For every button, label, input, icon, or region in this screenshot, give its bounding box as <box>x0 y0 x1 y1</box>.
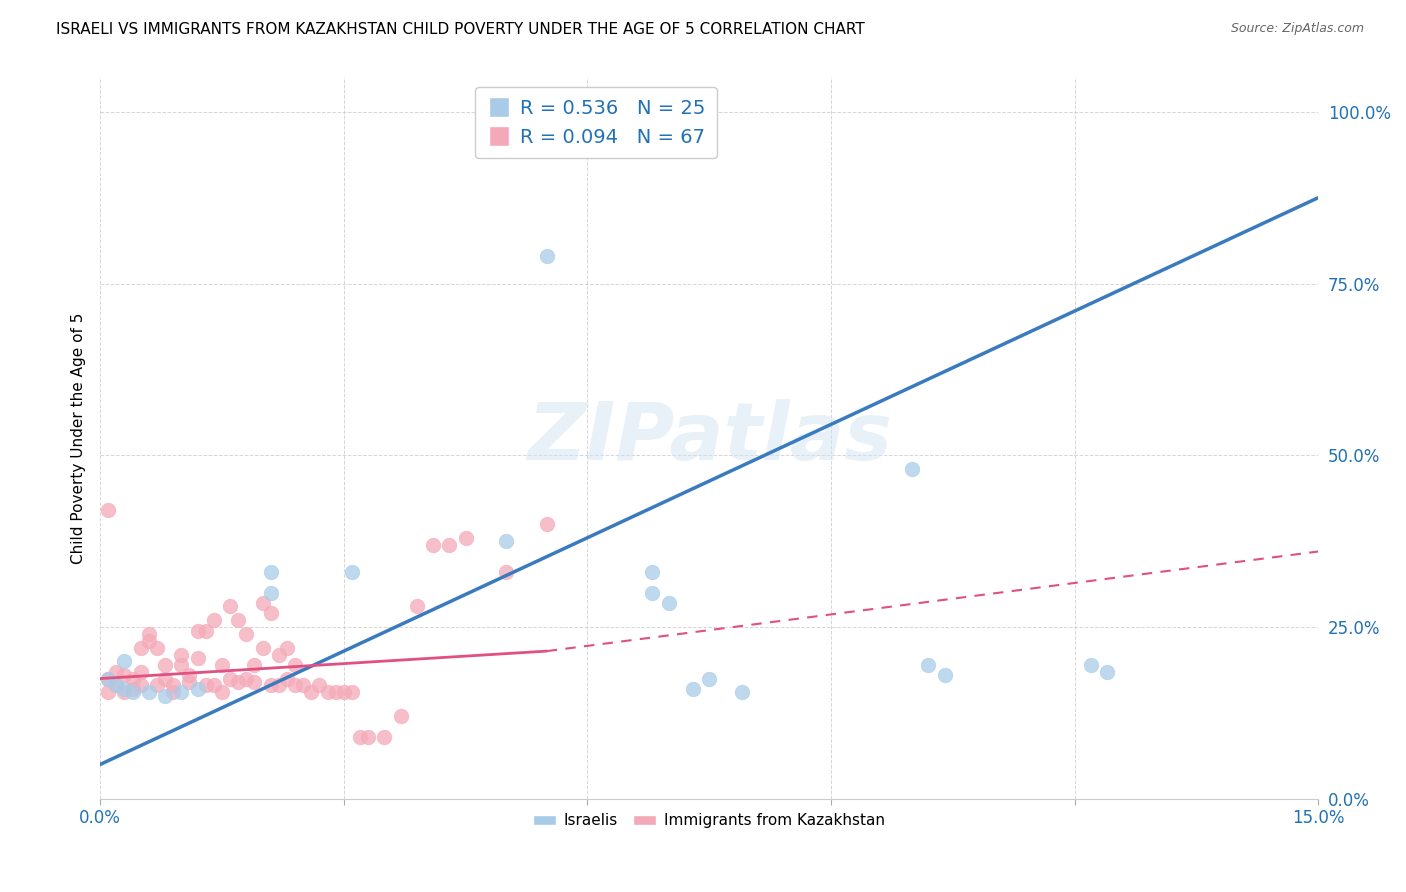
Point <box>267 648 290 662</box>
Point <box>129 678 152 692</box>
Point <box>162 678 184 692</box>
Point <box>243 657 266 672</box>
Legend: Israelis, Immigrants from Kazakhstan: Israelis, Immigrants from Kazakhstan <box>527 807 891 835</box>
Point <box>1080 657 1102 672</box>
Point <box>284 678 307 692</box>
Point <box>202 678 225 692</box>
Point <box>146 678 169 692</box>
Point <box>187 681 209 696</box>
Point <box>97 503 120 517</box>
Point <box>243 675 266 690</box>
Point <box>121 672 143 686</box>
Text: ZIPatlas: ZIPatlas <box>527 399 891 477</box>
Y-axis label: Child Poverty Under the Age of 5: Child Poverty Under the Age of 5 <box>72 312 86 564</box>
Point <box>121 681 143 696</box>
Point <box>284 657 307 672</box>
Point <box>187 651 209 665</box>
Point <box>114 685 136 699</box>
Point <box>325 685 347 699</box>
Point <box>97 672 120 686</box>
Point <box>299 685 322 699</box>
Point <box>202 613 225 627</box>
Point <box>495 565 517 579</box>
Point <box>97 672 120 686</box>
Point <box>316 685 339 699</box>
Point <box>389 709 412 723</box>
Point <box>235 627 257 641</box>
Point <box>917 657 939 672</box>
Point <box>340 565 363 579</box>
Point <box>194 678 217 692</box>
Point <box>138 633 160 648</box>
Point <box>439 538 461 552</box>
Point <box>170 648 193 662</box>
Text: Source: ZipAtlas.com: Source: ZipAtlas.com <box>1230 22 1364 36</box>
Point <box>260 565 283 579</box>
Point <box>129 665 152 679</box>
Point <box>170 685 193 699</box>
Point <box>219 599 242 614</box>
Point <box>138 627 160 641</box>
Point <box>121 685 143 699</box>
Point <box>267 678 290 692</box>
Point <box>260 607 283 621</box>
Point <box>194 624 217 638</box>
Point <box>235 672 257 686</box>
Point <box>153 657 176 672</box>
Point <box>105 678 128 692</box>
Point <box>146 640 169 655</box>
Point <box>292 678 315 692</box>
Point <box>162 685 184 699</box>
Point <box>138 685 160 699</box>
Point <box>114 668 136 682</box>
Text: ISRAELI VS IMMIGRANTS FROM KAZAKHSTAN CHILD POVERTY UNDER THE AGE OF 5 CORRELATI: ISRAELI VS IMMIGRANTS FROM KAZAKHSTAN CH… <box>56 22 865 37</box>
Point <box>226 675 249 690</box>
Point <box>97 685 120 699</box>
Point <box>405 599 427 614</box>
Point <box>658 596 681 610</box>
Point <box>536 516 558 531</box>
Point <box>260 585 283 599</box>
Point <box>252 640 274 655</box>
Point <box>641 585 664 599</box>
Point <box>349 730 371 744</box>
Point <box>114 681 136 696</box>
Point <box>211 657 233 672</box>
Point <box>226 613 249 627</box>
Point <box>495 534 517 549</box>
Point <box>276 640 298 655</box>
Point <box>308 678 330 692</box>
Point <box>697 672 720 686</box>
Point <box>731 685 754 699</box>
Point <box>252 596 274 610</box>
Point <box>179 675 201 690</box>
Point <box>211 685 233 699</box>
Point <box>153 672 176 686</box>
Point <box>260 678 283 692</box>
Point <box>105 678 128 692</box>
Point <box>332 685 354 699</box>
Point <box>682 681 704 696</box>
Point <box>179 668 201 682</box>
Point <box>422 538 444 552</box>
Point <box>901 462 924 476</box>
Point <box>1095 665 1118 679</box>
Point <box>105 665 128 679</box>
Point <box>219 672 242 686</box>
Point <box>187 624 209 638</box>
Point <box>357 730 380 744</box>
Point <box>170 657 193 672</box>
Point <box>536 249 558 263</box>
Point <box>129 640 152 655</box>
Point <box>153 689 176 703</box>
Point <box>641 565 664 579</box>
Point <box>934 668 956 682</box>
Point <box>340 685 363 699</box>
Point <box>114 655 136 669</box>
Point <box>373 730 395 744</box>
Point <box>454 531 477 545</box>
Point <box>276 672 298 686</box>
